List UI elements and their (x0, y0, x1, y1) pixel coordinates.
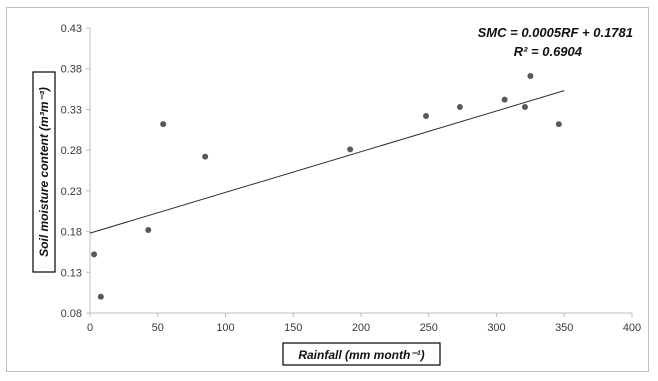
x-tick-label: 100 (216, 322, 234, 334)
x-axis-title: Rainfall (mm month⁻¹) (298, 348, 424, 362)
y-axis-title: Soil moisture content (m³m⁻³) (37, 87, 51, 257)
x-axis-title-box (282, 342, 441, 366)
y-tick-label: 0.33 (61, 104, 82, 116)
y-tick-label: 0.18 (61, 227, 82, 239)
data-point (456, 103, 463, 110)
r-squared-label: R² = 0.6904 (514, 44, 583, 59)
data-points (91, 73, 562, 300)
data-point (521, 103, 528, 110)
x-axis: 0 50 100 150 200 250 300 350 400 (87, 312, 641, 334)
y-axis: 0.08 0.13 0.18 0.23 0.28 0.33 0.38 0.43 (61, 23, 91, 320)
y-tick-label: 0.23 (61, 186, 82, 198)
data-point (423, 112, 430, 119)
x-tick-label: 200 (352, 322, 370, 334)
x-tick-label: 50 (152, 322, 164, 334)
y-tick-label: 0.43 (61, 23, 82, 35)
y-tick-label: 0.28 (61, 145, 82, 157)
trendline-equation: SMC = 0.0005RF + 0.1781 (478, 25, 633, 40)
y-tick-label: 0.13 (61, 267, 82, 279)
x-tick-label: 400 (623, 322, 641, 334)
y-axis-title-box (32, 71, 56, 273)
x-tick-label: 250 (420, 322, 438, 334)
y-tick-label: 0.08 (61, 308, 82, 320)
data-point (160, 121, 167, 128)
trendline-group (89, 90, 565, 234)
trendline (89, 90, 565, 234)
data-point (97, 293, 104, 300)
x-tick-label: 0 (87, 322, 93, 334)
chart-frame (6, 7, 649, 372)
data-point (501, 96, 508, 103)
x-tick-label: 300 (487, 322, 505, 334)
data-point (555, 121, 562, 128)
data-point (527, 73, 534, 80)
x-tick-label: 150 (284, 322, 302, 334)
y-tick-label: 0.38 (61, 64, 82, 76)
data-point (202, 153, 209, 160)
x-tick-label: 350 (555, 322, 573, 334)
data-point (347, 146, 354, 153)
data-point (145, 226, 152, 233)
data-point (91, 251, 98, 258)
